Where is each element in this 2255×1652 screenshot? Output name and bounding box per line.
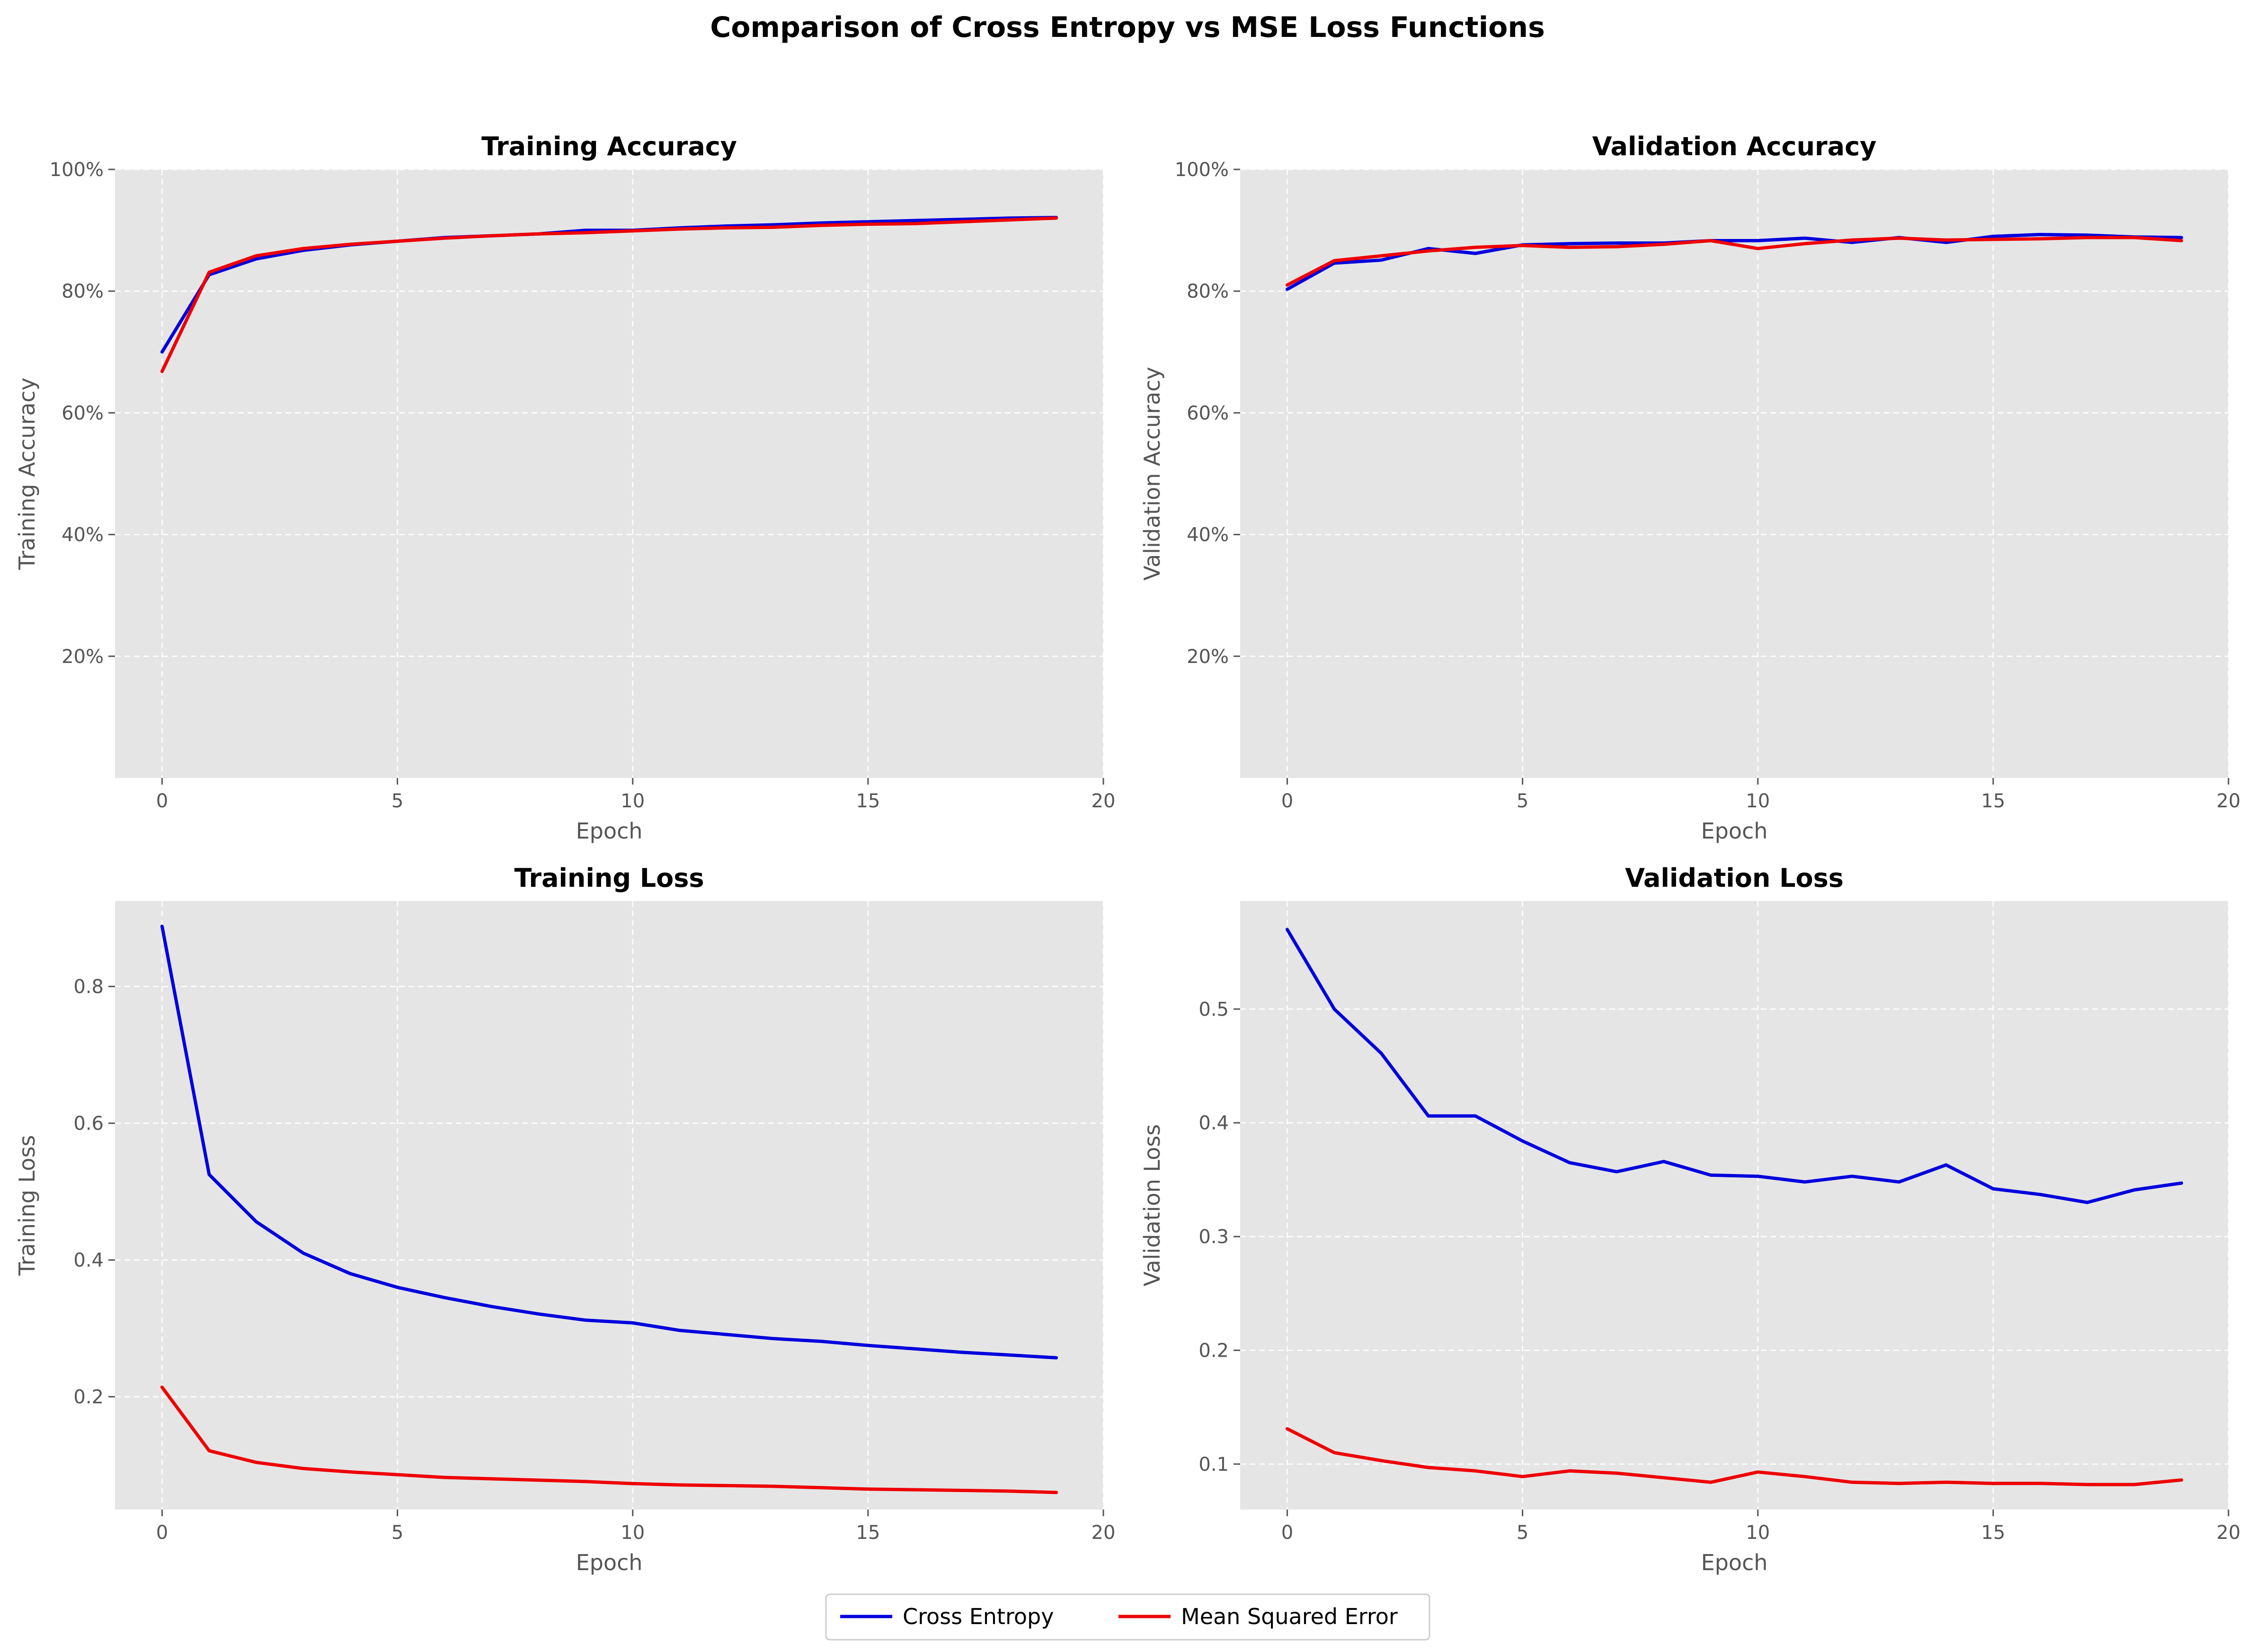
panel-validation-loss: 0 5 10 15 20 0.1 0.2 0.3 0.4 0.5 Validation Loss Ep… <box>1139 863 2240 1575</box>
validation-loss-x-tick-label: 5 <box>1517 1522 1528 1544</box>
training-loss-x-axis-label: Epoch <box>576 1550 643 1575</box>
panel-training-accuracy: 0 5 10 15 20 20% 40% 60% 80% 100% Training Accurac… <box>14 132 1115 844</box>
training-loss-x-tick-label: 10 <box>621 1522 645 1544</box>
training-accuracy-x-tick-label: 15 <box>856 790 880 812</box>
training-accuracy-x-tick-label: 20 <box>1092 790 1116 812</box>
validation-accuracy-y-tick-label: 80% <box>1187 281 1229 302</box>
training-accuracy-title: Training Accuracy <box>481 132 737 161</box>
figure-title: Comparison of Cross Entropy vs MSE Loss … <box>710 11 1545 44</box>
validation-loss-y-axis-label: Validation Loss <box>1139 1124 1165 1287</box>
validation-loss-title: Validation Loss <box>1625 863 1844 893</box>
validation-accuracy-x-tick-label: 10 <box>1746 790 1770 812</box>
validation-loss-x-axis-label: Epoch <box>1701 1550 1768 1575</box>
validation-accuracy-x-axis-label: Epoch <box>1701 818 1768 844</box>
training-loss-x-tick-label: 0 <box>156 1522 168 1544</box>
training-accuracy-y-tick-label: 40% <box>62 524 104 546</box>
validation-accuracy-y-tick-label: 40% <box>1187 524 1229 546</box>
validation-accuracy-y-tick-label: 60% <box>1187 402 1229 424</box>
validation-loss-x-tick-label: 20 <box>2217 1522 2241 1544</box>
training-loss-x-tick-label: 5 <box>391 1522 403 1544</box>
training-loss-series-mean-squared-error <box>160 1385 1058 1494</box>
panel-validation-accuracy: 0 5 10 15 20 20% 40% 60% 80% 100% Validation Accur… <box>1139 132 2240 844</box>
training-loss-y-tick-label: 0.2 <box>73 1387 104 1408</box>
training-loss-y-axis-label: Training Loss <box>14 1135 40 1276</box>
training-loss-title: Training Loss <box>514 863 704 893</box>
training-accuracy-plot-area <box>115 169 1103 778</box>
validation-accuracy-y-tick-label: 100% <box>1175 159 1229 181</box>
validation-loss-series-cross-entropy <box>1285 928 2184 1204</box>
validation-loss-y-tick-label: 0.2 <box>1199 1340 1229 1361</box>
panel-training-loss: 0 5 10 15 20 0.2 0.4 0.6 0.8 Training Loss Epoch Tr… <box>14 863 1115 1575</box>
validation-loss-y-tick-label: 0.1 <box>1199 1454 1229 1475</box>
training-loss-x-tick-label: 20 <box>1092 1522 1116 1544</box>
training-accuracy-series-mean-squared-error <box>160 216 1058 373</box>
training-accuracy-x-tick-label: 5 <box>391 790 403 812</box>
validation-loss-series-mean-squared-error <box>1285 1427 2184 1486</box>
validation-accuracy-x-tick-label: 20 <box>2217 790 2241 812</box>
validation-accuracy-y-axis-label: Validation Accuracy <box>1139 367 1165 581</box>
training-loss-y-tick-label: 0.6 <box>73 1113 104 1135</box>
training-loss-y-tick-label: 0.8 <box>73 976 104 998</box>
validation-loss-plot-area <box>1240 901 2228 1510</box>
training-accuracy-x-axis-label: Epoch <box>576 818 643 844</box>
training-accuracy-y-tick-label: 60% <box>62 402 104 424</box>
validation-loss-x-tick-label: 15 <box>1981 1522 2005 1544</box>
training-accuracy-x-tick-label: 10 <box>621 790 645 812</box>
validation-accuracy-x-tick-label: 0 <box>1281 790 1293 812</box>
validation-loss-y-tick-label: 0.3 <box>1199 1226 1229 1248</box>
validation-accuracy-x-tick-label: 5 <box>1517 790 1528 812</box>
legend: Cross Entropy Mean Squared Error <box>825 1593 1430 1641</box>
validation-accuracy-x-tick-label: 15 <box>1981 790 2005 812</box>
validation-loss-y-tick-label: 0.5 <box>1199 998 1229 1020</box>
legend-label-cross-entropy: Cross Entropy <box>903 1604 1054 1629</box>
training-accuracy-y-tick-label: 100% <box>50 159 104 181</box>
training-loss-x-tick-label: 15 <box>856 1522 880 1544</box>
training-accuracy-y-tick-label: 20% <box>62 646 104 668</box>
training-accuracy-x-tick-label: 0 <box>156 790 168 812</box>
training-accuracy-y-axis-label: Training Accuracy <box>14 378 40 570</box>
training-accuracy-y-tick-label: 80% <box>62 281 104 302</box>
training-loss-series-cross-entropy <box>160 925 1058 1360</box>
validation-loss-x-tick-label: 0 <box>1281 1522 1293 1544</box>
validation-loss-y-tick-label: 0.4 <box>1199 1113 1229 1134</box>
validation-loss-x-tick-label: 10 <box>1746 1522 1770 1544</box>
validation-accuracy-y-tick-label: 20% <box>1187 646 1229 668</box>
validation-accuracy-series-mean-squared-error <box>1285 236 2184 287</box>
validation-accuracy-title: Validation Accuracy <box>1592 132 1877 161</box>
training-loss-plot-area <box>115 901 1103 1510</box>
legend-label-mse: Mean Squared Error <box>1181 1604 1398 1629</box>
validation-accuracy-plot-area <box>1240 169 2228 778</box>
training-loss-y-tick-label: 0.4 <box>73 1250 104 1272</box>
